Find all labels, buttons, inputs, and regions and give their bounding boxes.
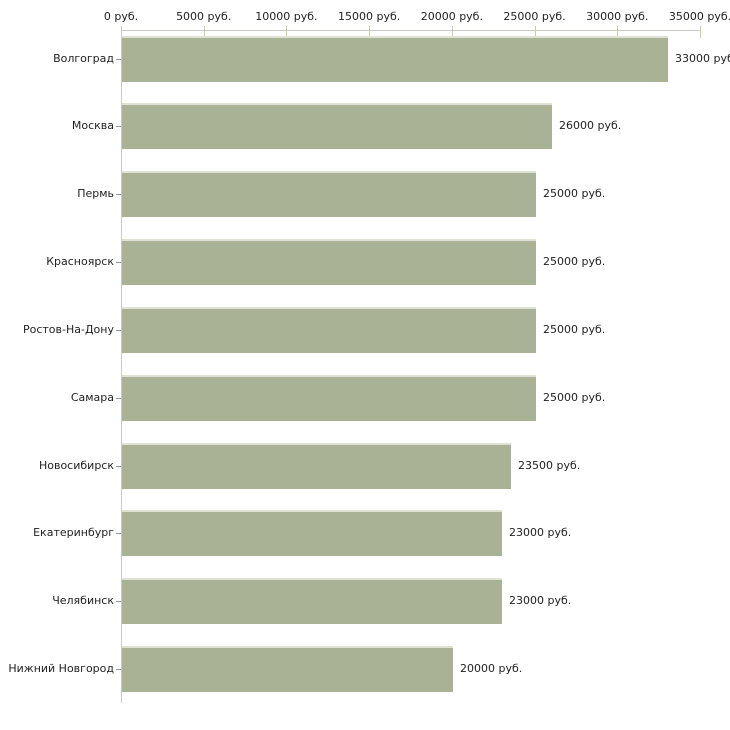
category-label: Ростов-На-Дону [22, 323, 114, 336]
value-label: 23000 руб. [509, 526, 572, 539]
x-axis-tick-mark [535, 26, 536, 38]
x-axis-tick-label: 0 руб. [103, 10, 139, 23]
bar [122, 36, 668, 82]
bar [122, 171, 536, 217]
x-axis-line [121, 30, 700, 31]
value-label: 33000 руб [675, 52, 730, 65]
category-tick-mark [116, 466, 121, 467]
category-tick-mark [116, 601, 121, 602]
category-label: Красноярск [46, 255, 114, 268]
category-tick-mark [116, 398, 121, 399]
bar [122, 578, 502, 624]
bar [122, 510, 502, 556]
value-label: 25000 руб. [543, 323, 606, 336]
bar [122, 443, 511, 489]
x-axis-tick-label: 30000 руб. [586, 10, 649, 23]
x-axis-tick-label: 35000 руб. [668, 10, 730, 23]
bar [122, 307, 536, 353]
bar [122, 646, 453, 692]
category-tick-mark [116, 59, 121, 60]
value-label: 20000 руб. [460, 662, 523, 675]
x-axis-tick-mark [700, 26, 701, 38]
x-axis-tick-mark [286, 26, 287, 38]
category-tick-mark [116, 194, 121, 195]
x-axis-tick-mark [617, 26, 618, 38]
x-axis-tick-mark [452, 26, 453, 38]
category-label: Самара [70, 391, 114, 404]
x-axis-tick-label: 20000 руб. [420, 10, 483, 23]
category-label: Пермь [77, 187, 114, 200]
value-label: 25000 руб. [543, 255, 606, 268]
y-axis-line [121, 26, 122, 703]
category-tick-mark [116, 669, 121, 670]
value-label: 25000 руб. [543, 391, 606, 404]
category-tick-mark [116, 262, 121, 263]
category-label: Новосибирск [38, 459, 114, 472]
x-axis-tick-mark [204, 26, 205, 38]
value-label: 23500 руб. [518, 459, 581, 472]
category-tick-mark [116, 533, 121, 534]
category-label: Челябинск [52, 594, 114, 607]
x-axis-tick-label: 25000 руб. [503, 10, 566, 23]
category-label: Нижний Новгород [8, 662, 114, 675]
bar [122, 375, 536, 421]
x-axis-tick-label: 5000 руб. [176, 10, 232, 23]
value-label: 23000 руб. [509, 594, 572, 607]
category-label: Москва [71, 119, 114, 132]
value-label: 26000 руб. [559, 119, 622, 132]
bar [122, 239, 536, 285]
category-tick-mark [116, 126, 121, 127]
x-axis-tick-mark [369, 26, 370, 38]
category-tick-mark [116, 330, 121, 331]
category-label: Екатеринбург [33, 526, 114, 539]
category-label: Волгоград [53, 52, 114, 65]
bar [122, 103, 552, 149]
value-label: 25000 руб. [543, 187, 606, 200]
x-axis-tick-label: 10000 руб. [255, 10, 318, 23]
x-axis-tick-label: 15000 руб. [338, 10, 401, 23]
